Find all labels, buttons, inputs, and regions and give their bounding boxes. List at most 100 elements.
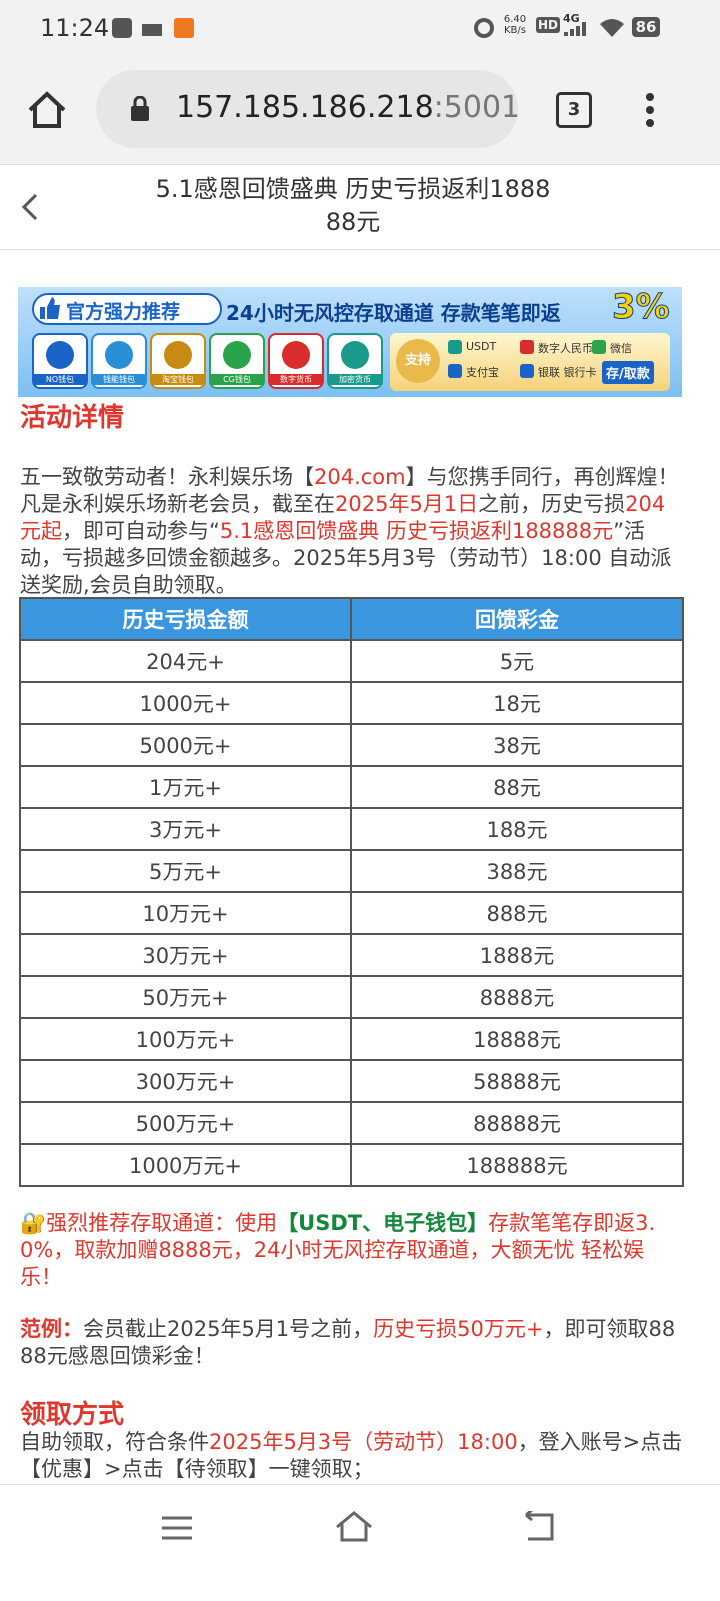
text-segment: ，登入账号>点击【优惠】>点击【待领取】一键领取； [20,1430,683,1481]
table-cell: 18888元 [350,1017,684,1061]
wallet-label: 数字货币 [270,374,322,385]
wallet-icon: 数字货币 [268,333,324,389]
text-segment: 历史亏损50万元+ [373,1317,544,1341]
back-button[interactable] [20,193,40,221]
wallet-logo [341,341,369,369]
table-cell: 388元 [350,849,684,893]
wifi-icon [600,19,624,37]
text-segment: 之前，历史亏损 [478,492,626,516]
banner-rate: 3% [612,287,671,328]
net-speed: 6.40 KB/s [500,14,530,36]
alarm-icon [474,18,494,38]
tab-switcher[interactable]: 3 [556,92,592,128]
wallet-icon: 淘宝钱包 [150,333,206,389]
text-segment: 会员截止2025年5月1号之前， [83,1317,374,1341]
text-segment: 范例： [20,1317,83,1341]
wallet-icon: 加密货币 [327,333,383,389]
table-cell: 58888元 [350,1059,684,1103]
text-segment: 】与您携手同行，再创辉煌！凡是永利娱乐场新老会员，截至在 [20,465,679,516]
table-cell: 1000万元+ [19,1143,352,1187]
wallet-label: CG钱包 [211,374,263,385]
table-cell: 188888元 [350,1143,684,1187]
lock-icon [131,96,149,121]
method-label: 银联 银行卡 [538,366,597,379]
page-title: 5.1感恩回馈盛典 历史亏损返利188888元 [155,175,551,236]
home-key[interactable] [334,1509,374,1543]
back-key[interactable] [522,1511,556,1543]
column-header: 回馈彩金 [350,597,684,641]
table-cell: 38元 [350,723,684,767]
table-row: 5万元+ 388元 [19,849,684,893]
table-row: 10万元+ 888元 [19,891,684,935]
table-cell: 204元+ [19,639,352,683]
table-cell: 300万元+ [19,1059,352,1103]
table-row: 1000万元+ 188888元 [19,1143,684,1187]
method-icon [448,340,462,354]
example-paragraph: 范例：会员截止2025年5月1号之前，历史亏损50万元+，即可领取8888元感恩… [20,1316,685,1370]
text-segment: 204.com [314,465,406,489]
status-bar: 11:24 6.40 KB/s HD 4G 86 [0,0,720,56]
table-cell: 88888元 [350,1101,684,1145]
wallet-logo [282,341,310,369]
table-row: 30万元+ 1888元 [19,933,684,977]
table-row: 300万元+ 58888元 [19,1059,684,1103]
url: 157.185.186.218:5001/ [176,90,518,125]
table-row: 100万元+ 18888元 [19,1017,684,1061]
table-cell: 1000元+ [19,681,352,725]
table-cell: 5元 [350,639,684,683]
promo-banner: 官方强力推荐 24小时无风控存取通道 存款笔笔即返 3% NO钱包 钱能钱包 淘宝钱… [18,287,682,397]
section-heading: 领取方式 [20,1400,125,1430]
table-cell: 1888元 [350,933,684,977]
table-cell: 500万元+ [19,1101,352,1145]
text-segment: ，即可自动参与“ [62,519,220,543]
table-cell: 5000元+ [19,723,352,767]
notification-icons [112,18,194,38]
method-label: USDT [466,340,497,353]
wallet-logo [164,341,192,369]
details-paragraph: 五一致敬劳动者！永利娱乐场【204.com】与您携手同行，再创辉煌！凡是永利娱乐… [20,464,685,599]
net-speed-value: 6.40 [503,14,527,25]
navigation-bar [0,1484,720,1601]
claim-paragraph: 自助领取，符合条件2025年5月3号（劳动节）18:00，登入账号>点击【优惠】… [20,1429,685,1483]
hd-badge: HD [536,17,561,33]
method-label: 存/取款 [602,361,654,384]
table-cell: 888元 [350,891,684,935]
table-cell: 10万元+ [19,891,352,935]
reward-table: 历史亏损金额 回馈彩金 204元+ 5元 1000元+ 18元 5000元+ 38元 1万元+… [19,597,684,1187]
text-segment: 自助领取，符合条件 [20,1430,209,1454]
support-seal: 支持 [396,339,440,383]
table-row: 3万元+ 188元 [19,807,684,851]
table-cell: 50万元+ [19,975,352,1019]
text-segment: 五一致敬劳动者！永利娱乐场【 [20,465,314,489]
table-row: 500万元+ 88888元 [19,1101,684,1145]
method-label: 微信 [610,342,632,355]
text-segment: ，即可领取8888元感恩回馈彩金！ [20,1317,676,1368]
table-cell: 18元 [350,681,684,725]
wallet-icon: 钱能钱包 [91,333,147,389]
address-bar[interactable]: 157.185.186.218:5001/ [96,70,518,148]
table-cell: 5万元+ [19,849,352,893]
table-cell: 88元 [350,765,684,809]
wallet-label: 淘宝钱包 [152,374,204,385]
wallet-label: 加密货币 [329,374,381,385]
menu-key[interactable] [160,1515,194,1541]
method-icon [520,364,534,378]
table-row: 1万元+ 88元 [19,765,684,809]
wallet-icon: NO钱包 [32,333,88,389]
thumb-icon [40,297,60,319]
home-button[interactable] [26,90,68,130]
column-header: 历史亏损金额 [19,597,352,641]
section-heading: 活动详情 [20,403,125,433]
page-header: 5.1感恩回馈盛典 历史亏损返利188888元 [0,164,720,250]
url-host: 157.185.186.218 [176,90,434,125]
browser-toolbar: 157.185.186.218:5001/ 3 [0,56,720,164]
notice-paragraph: 🔐强烈推荐存取通道：使用【USDT、电子钱包】存款笔笔存即返3.0%，取款加赠8… [20,1210,685,1291]
menu-button[interactable] [644,92,656,128]
banner-badge: 官方强力推荐 [66,301,181,323]
method-icon [592,340,606,354]
method-icon [448,364,462,378]
table-cell: 8888元 [350,975,684,1019]
wallet-logo [46,341,74,369]
